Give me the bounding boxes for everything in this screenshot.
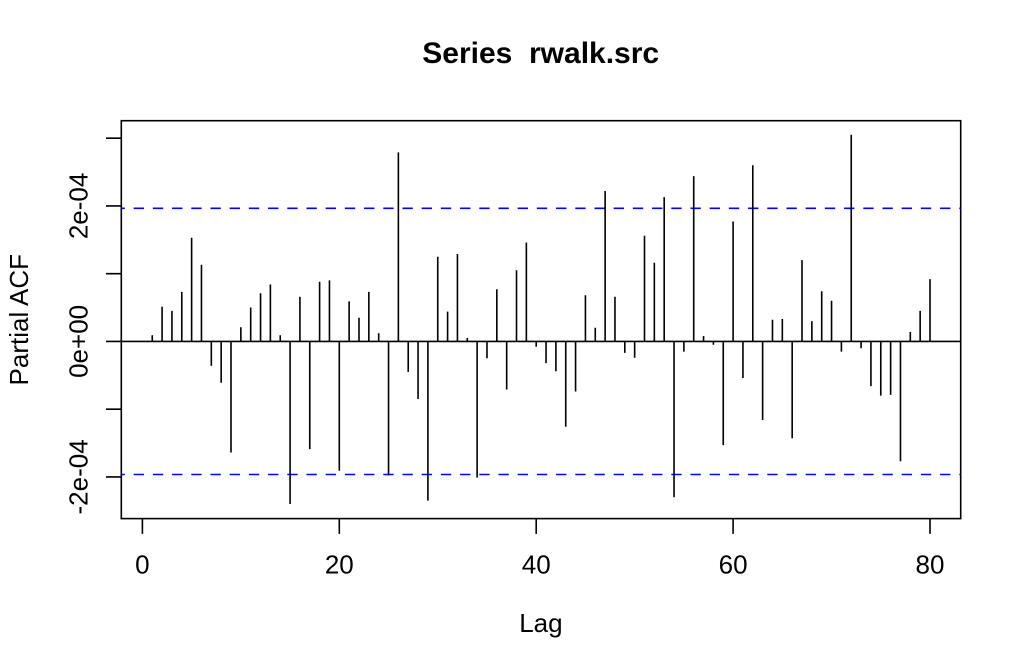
svg-text:Lag: Lag (519, 608, 562, 638)
svg-text:80: 80 (916, 550, 945, 580)
svg-text:2e-04: 2e-04 (64, 173, 94, 240)
svg-text:-2e-04: -2e-04 (64, 439, 94, 514)
svg-text:Partial ACF: Partial ACF (4, 254, 34, 386)
svg-text:60: 60 (719, 550, 748, 580)
svg-text:0: 0 (135, 550, 149, 580)
svg-text:20: 20 (325, 550, 354, 580)
svg-text:0e+00: 0e+00 (64, 305, 94, 378)
svg-text:40: 40 (522, 550, 551, 580)
svg-text:Series rwalk.src: Series rwalk.src (422, 37, 659, 70)
